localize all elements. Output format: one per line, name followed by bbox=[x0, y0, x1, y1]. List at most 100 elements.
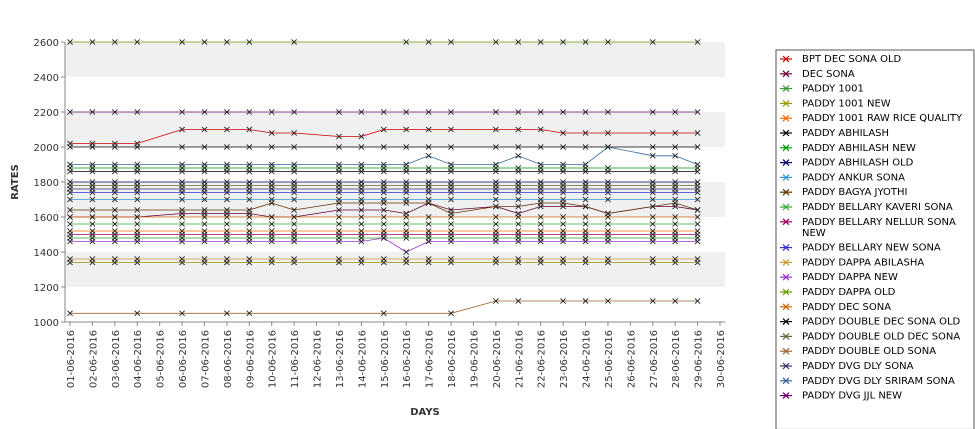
data-point bbox=[201, 144, 208, 150]
data-point bbox=[605, 144, 611, 150]
legend-label: PADDY ABHILASH OLD bbox=[802, 158, 914, 169]
data-point bbox=[268, 161, 275, 168]
series-14 bbox=[67, 256, 701, 262]
data-point bbox=[672, 298, 679, 304]
data-point bbox=[291, 196, 298, 203]
data-point bbox=[694, 221, 701, 227]
data-point bbox=[134, 186, 141, 192]
data-point bbox=[560, 200, 567, 206]
data-point bbox=[179, 196, 185, 203]
data-point bbox=[582, 144, 589, 150]
data-point bbox=[291, 186, 298, 192]
data-point bbox=[605, 196, 611, 203]
data-point bbox=[605, 238, 611, 245]
x-tick-label: 04-06-2016 bbox=[133, 330, 144, 388]
grid-band bbox=[65, 252, 725, 287]
data-point bbox=[403, 214, 410, 220]
data-point bbox=[649, 109, 656, 115]
data-point bbox=[649, 203, 656, 210]
data-point bbox=[649, 196, 656, 203]
data-point bbox=[201, 238, 208, 245]
data-point bbox=[223, 238, 230, 245]
y-tick-label: 1800 bbox=[34, 178, 59, 189]
data-point bbox=[425, 256, 432, 262]
x-tick-label: 26-06-2016 bbox=[626, 330, 637, 388]
x-tick-label: 22-06-2016 bbox=[537, 330, 548, 388]
x-tick-label: 13-06-2016 bbox=[335, 330, 346, 388]
legend-item: PADDY BELLARY NEW SONA bbox=[780, 243, 941, 254]
data-point bbox=[67, 221, 73, 227]
data-point bbox=[380, 207, 387, 213]
legend-marker bbox=[782, 273, 790, 281]
legend-label: PADDY DVG DLY SRIRAM SONA bbox=[802, 376, 955, 387]
data-point bbox=[246, 238, 253, 245]
data-point bbox=[448, 231, 454, 238]
data-point bbox=[605, 214, 611, 220]
data-point bbox=[425, 238, 432, 245]
data-point bbox=[67, 214, 73, 220]
data-point bbox=[111, 221, 118, 227]
data-point bbox=[246, 39, 253, 45]
data-point bbox=[694, 39, 701, 45]
data-point bbox=[380, 109, 387, 115]
data-point bbox=[223, 186, 230, 192]
data-point bbox=[605, 165, 611, 171]
data-point bbox=[358, 109, 365, 115]
data-point bbox=[694, 130, 701, 136]
data-point bbox=[448, 221, 454, 227]
data-point bbox=[403, 144, 410, 150]
data-point bbox=[179, 39, 185, 45]
data-point bbox=[537, 186, 544, 192]
data-point bbox=[134, 207, 141, 213]
data-point bbox=[111, 196, 118, 203]
x-tick-label: 05-06-2016 bbox=[156, 330, 167, 388]
series-layer bbox=[67, 39, 701, 317]
data-point bbox=[246, 161, 253, 168]
data-point bbox=[403, 221, 410, 227]
data-point bbox=[694, 144, 701, 150]
data-point bbox=[672, 214, 679, 220]
legend-item: PADDY BELLARY KAVERI SONA bbox=[780, 202, 953, 213]
legend-item: PADDY ABHILASH bbox=[780, 128, 889, 139]
data-point bbox=[336, 238, 342, 245]
data-point bbox=[67, 256, 73, 262]
x-tick-label: 07-06-2016 bbox=[200, 330, 211, 388]
data-point bbox=[89, 109, 96, 115]
data-point bbox=[425, 221, 432, 227]
legend-marker bbox=[782, 173, 790, 181]
data-point bbox=[560, 109, 567, 115]
data-point bbox=[560, 144, 567, 150]
x-tick-label: 16-06-2016 bbox=[402, 330, 413, 388]
data-point bbox=[492, 39, 499, 45]
data-point bbox=[67, 144, 73, 150]
data-point bbox=[358, 256, 365, 262]
x-tick-label: 11-06-2016 bbox=[290, 330, 301, 388]
legend-item: PADDY DAPPA OLD bbox=[780, 287, 896, 298]
legend-label: PADDY DVG DLY SONA bbox=[802, 361, 914, 372]
data-point bbox=[425, 144, 432, 150]
series-8 bbox=[67, 179, 701, 185]
data-point bbox=[223, 196, 230, 203]
legend-box bbox=[775, 49, 975, 429]
data-point bbox=[560, 221, 567, 227]
legend-marker bbox=[782, 392, 790, 400]
data-point bbox=[336, 200, 342, 206]
y-tick-label: 1400 bbox=[34, 248, 59, 259]
data-point bbox=[448, 109, 454, 115]
legend-marker bbox=[782, 55, 790, 63]
x-tick-label: 17-06-2016 bbox=[425, 330, 436, 388]
x-tick-label: 30-06-2016 bbox=[716, 330, 727, 388]
data-point bbox=[448, 214, 454, 220]
data-point bbox=[134, 231, 141, 238]
data-point bbox=[582, 231, 589, 238]
data-point bbox=[134, 238, 141, 245]
data-point bbox=[694, 161, 701, 168]
data-point bbox=[672, 144, 679, 150]
data-point bbox=[201, 39, 208, 45]
data-point bbox=[179, 231, 185, 238]
data-point bbox=[560, 238, 567, 245]
data-point bbox=[201, 231, 208, 238]
data-point bbox=[268, 231, 275, 238]
data-point bbox=[223, 310, 230, 317]
data-point bbox=[201, 214, 208, 220]
